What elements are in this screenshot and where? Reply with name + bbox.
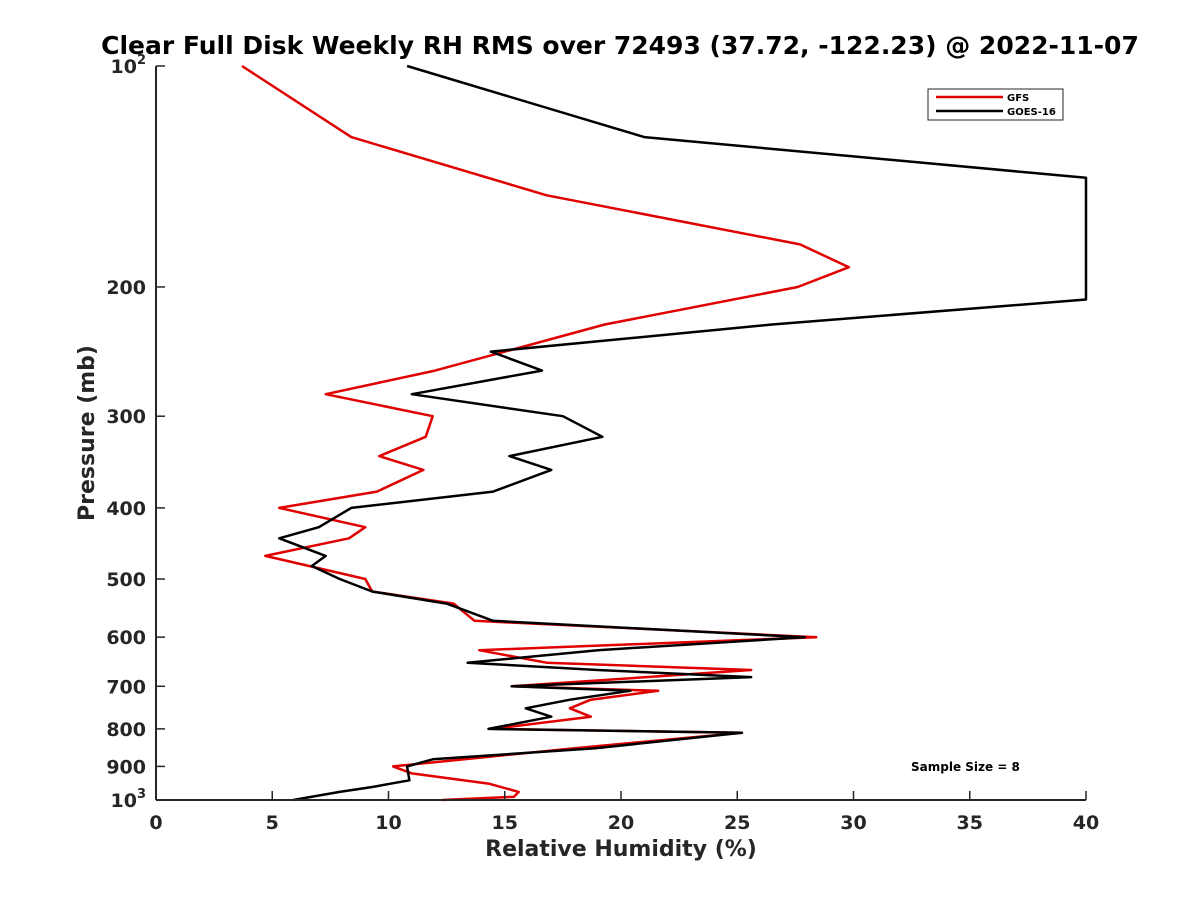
- series-line-goes-16: [277, 64, 1088, 802]
- y-tick-label: 800: [106, 719, 146, 741]
- y-tick-label: 700: [106, 676, 146, 698]
- x-axis-label: Relative Humidity (%): [485, 837, 757, 862]
- y-tick-label: 900: [106, 756, 146, 778]
- x-axis-ticks: 0 5 10 15 20 25 30 35 40: [149, 791, 1099, 834]
- chart-title: Clear Full Disk Weekly RH RMS over 72493…: [101, 31, 1139, 60]
- plot-area: 0 5 10 15 20 25 30 35 40 102 200 300 400 500 600 700 80…: [106, 53, 1099, 834]
- x-tick-label: 15: [492, 812, 518, 834]
- y-tick-label: 500: [106, 569, 146, 591]
- y-axis-ticks: 102 200 300 400 500 600 700 800 900 103: [106, 53, 165, 812]
- legend: GFS GOES-16: [927, 88, 1064, 121]
- y-tick-label: 200: [106, 277, 146, 299]
- x-tick-label: 0: [149, 812, 162, 834]
- y-tick-label: 600: [106, 627, 146, 649]
- x-tick-label: 35: [957, 812, 983, 834]
- sample-size-annotation: Sample Size = 8: [911, 760, 1020, 774]
- x-tick-label: 40: [1073, 812, 1099, 834]
- x-tick-label: 10: [375, 812, 401, 834]
- legend-label-gfs: GFS: [1007, 93, 1029, 104]
- legend-box: [927, 88, 1064, 121]
- series-layer: [241, 64, 1088, 802]
- y-tick-label: 300: [106, 406, 146, 428]
- y-axis-label: Pressure (mb): [75, 345, 100, 521]
- legend-label-goes16: GOES-16: [1007, 107, 1056, 118]
- y-tick-label: 103: [111, 787, 147, 812]
- y-tick-label: 400: [106, 498, 146, 520]
- x-tick-label: 20: [608, 812, 634, 834]
- x-tick-label: 25: [724, 812, 750, 834]
- x-tick-label: 5: [266, 812, 279, 834]
- x-tick-label: 30: [840, 812, 866, 834]
- y-tick-label: 102: [111, 53, 147, 78]
